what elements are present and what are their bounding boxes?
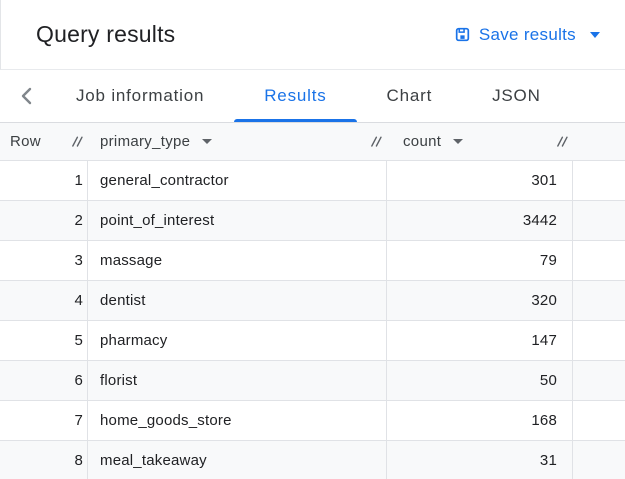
tab-label: Job information [76,86,205,105]
cell-filler [573,241,625,280]
table-row: 7 home_goods_store 168 [0,401,625,441]
cell-primary-type: general_contractor [88,161,387,200]
cell-row-number: 1 [0,161,88,200]
sort-caret-down-icon[interactable] [453,139,464,144]
cell-count: 79 [387,241,573,280]
cell-count: 320 [387,281,573,320]
results-table: 1 general_contractor 301 2 point_of_inte… [0,161,625,479]
save-results-label: Save results [478,24,576,44]
tab-label: Results [264,86,327,105]
cell-count: 31 [387,441,573,479]
cell-row-number: 8 [0,441,88,479]
table-header-row: Row primary_type count [0,123,625,161]
column-resize-handle-icon[interactable] [556,136,569,147]
cell-row-number: 5 [0,321,88,360]
cell-primary-type: florist [88,361,387,400]
results-tabbar: Job information Results Chart JSON [0,70,625,123]
column-header-count: count [387,123,573,160]
cell-filler [573,321,625,360]
cell-primary-type: home_goods_store [88,401,387,440]
column-header-row: Row [0,123,88,160]
sort-caret-down-icon[interactable] [202,139,213,144]
tab-label: JSON [492,86,541,105]
column-resize-handle-icon[interactable] [370,136,383,147]
cell-count: 168 [387,401,573,440]
table-row: 5 pharmacy 147 [0,321,625,361]
cell-filler [573,161,625,200]
tab-results[interactable]: Results [234,70,357,122]
tab-job-information[interactable]: Job information [46,70,234,122]
tab-json[interactable]: JSON [462,70,571,122]
cell-primary-type: pharmacy [88,321,387,360]
cell-row-number: 6 [0,361,88,400]
table-row: 8 meal_takeaway 31 [0,441,625,479]
tab-chart[interactable]: Chart [357,70,463,122]
save-icon [454,26,471,43]
caret-down-icon [590,31,600,38]
cell-count: 147 [387,321,573,360]
cell-filler [573,401,625,440]
cell-count: 301 [387,161,573,200]
cell-filler [573,201,625,240]
table-row: 6 florist 50 [0,361,625,401]
cell-filler [573,361,625,400]
cell-primary-type: massage [88,241,387,280]
column-header-label: primary_type [100,133,191,150]
cell-primary-type: dentist [88,281,387,320]
cell-row-number: 7 [0,401,88,440]
save-results-button[interactable]: Save results [452,21,602,49]
column-header-filler [573,123,625,160]
cell-count: 3442 [387,201,573,240]
column-header-label: Row [10,133,41,150]
chevron-left-icon [21,87,32,105]
table-row: 1 general_contractor 301 [0,161,625,201]
column-header-label: count [403,133,442,150]
cell-filler [573,441,625,479]
cell-primary-type: meal_takeaway [88,441,387,479]
cell-row-number: 4 [0,281,88,320]
column-resize-handle-icon[interactable] [71,136,84,147]
tab-label: Chart [386,86,433,105]
panel-header: Query results Save results [0,0,625,70]
table-row: 4 dentist 320 [0,281,625,321]
column-header-primary-type: primary_type [88,123,387,160]
cell-primary-type: point_of_interest [88,201,387,240]
tab-scroll-left-button[interactable] [14,70,38,122]
cell-row-number: 3 [0,241,88,280]
cell-row-number: 2 [0,201,88,240]
cell-count: 50 [387,361,573,400]
table-row: 3 massage 79 [0,241,625,281]
table-row: 2 point_of_interest 3442 [0,201,625,241]
page-title: Query results [36,21,176,47]
cell-filler [573,281,625,320]
